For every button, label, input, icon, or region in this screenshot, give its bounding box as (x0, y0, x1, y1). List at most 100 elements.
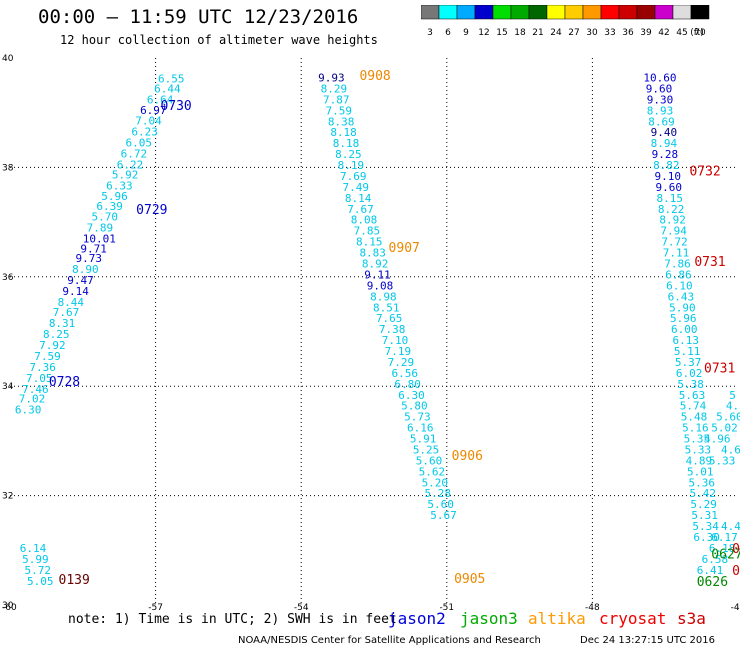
lat-tick-label: 40 (2, 54, 14, 64)
lon-tick-label: -57 (148, 603, 163, 613)
wave-height-value: 5 (729, 389, 736, 402)
wave-height-value: 7.36 (29, 361, 56, 374)
satellite-label-altika: altika (528, 609, 586, 628)
wave-height-value: 7.05 (26, 372, 52, 385)
wave-height-value: 5.16 (682, 422, 709, 435)
wave-height-value: 6.58 (702, 553, 729, 566)
wave-height-value: 8.82 (653, 159, 680, 172)
wave-height-value: 6.22 (117, 158, 144, 171)
wave-height-value: 5.42 (689, 487, 716, 500)
wave-height-value: 8.38 (328, 115, 355, 128)
wave-height-value: 7.11 (663, 247, 690, 260)
wave-height-value: 9.60 (646, 82, 673, 95)
wave-height-value: 8.15 (356, 236, 383, 249)
wave-height-value: 5.20 (422, 476, 449, 489)
wave-height-value: 9.47 (67, 274, 94, 287)
colorbar-label: 45 (676, 28, 687, 38)
wave-height-value: 9.73 (76, 252, 103, 265)
wave-height-value: 8.19 (338, 159, 365, 172)
pass-time-label: 0906 (452, 449, 483, 464)
colorbar-unit: (ft) (690, 28, 704, 38)
wave-height-value: 8.94 (651, 137, 678, 150)
wave-height-value: 9.60 (655, 181, 682, 194)
wave-height-value: 7.94 (660, 225, 687, 238)
wave-height-value: 6.16 (407, 422, 434, 435)
pass-time-label: 0908 (359, 69, 390, 84)
wave-height-value: 4.69 (721, 443, 740, 456)
wave-height-value: 8.92 (659, 214, 686, 227)
pass-time-label: 0731 (704, 362, 735, 377)
wave-height-value: 8.51 (373, 301, 400, 314)
wave-height-value: 7.65 (376, 312, 403, 325)
wave-height-value: 5.01 (687, 465, 714, 478)
wave-height-value: 6.23 (131, 126, 158, 139)
wave-height-value: 7.59 (34, 350, 61, 363)
wave-height-value: 8.83 (359, 247, 386, 260)
colorbar-label: 30 (586, 28, 598, 38)
wave-height-value: 6.30 (693, 531, 720, 544)
wave-height-value: 6.18 (709, 542, 736, 555)
pass-time-label: 0626 (697, 575, 728, 590)
wave-height-value: 9.71 (80, 243, 107, 256)
wave-height-value: 6.14 (20, 542, 47, 555)
wave-height-value: 5.33 (685, 443, 712, 456)
wave-height-value: 9.08 (367, 279, 394, 292)
lon-tick-label: -45 (731, 603, 740, 613)
colorbar-label: 39 (640, 28, 652, 38)
colorbar-label: 6 (445, 28, 451, 38)
pass-time-label: 0730 (160, 99, 191, 114)
wave-height-value: 6.86 (665, 268, 692, 281)
wave-height-value: 8.18 (330, 126, 357, 139)
wave-height-value: 8.69 (648, 115, 675, 128)
wave-height-value: 6.43 (668, 290, 695, 303)
colorbar-label: 27 (568, 28, 579, 38)
pass-time-label: 0729 (136, 203, 167, 218)
wave-height-value: 5.92 (112, 168, 139, 181)
wave-height-value: 8.98 (370, 290, 397, 303)
wave-height-value: 5.48 (681, 411, 708, 424)
wave-height-value: 5.73 (404, 411, 431, 424)
wave-height-value: 6.00 (671, 323, 698, 336)
wave-height-value: 9.10 (655, 170, 682, 183)
lon-tick-label: -54 (294, 603, 309, 613)
wave-height-value: 5.60 (427, 498, 454, 511)
wave-height-value: 8.29 (321, 82, 348, 95)
wave-height-value: 6.55 (158, 73, 185, 86)
wave-height-value: 7.87 (323, 93, 350, 106)
wave-height-value: 5.36 (688, 476, 715, 489)
wave-height-value: 5.91 (410, 433, 437, 446)
colorbar-label: 12 (478, 28, 489, 38)
wave-height-value: 5.67 (430, 509, 457, 522)
wave-height-value: 6.30 (15, 404, 42, 417)
wave-height-value: 9.93 (318, 72, 345, 85)
wave-height-value: 5.38 (677, 378, 704, 391)
wave-height-value: 6.39 (96, 200, 123, 213)
wave-height-value: 8.15 (656, 192, 683, 205)
wave-height-value: 10.60 (643, 72, 676, 85)
wave-height-value: 8.31 (49, 317, 76, 330)
wave-height-value: 7.38 (379, 323, 406, 336)
wave-height-value: 7.86 (664, 258, 691, 271)
lat-tick-label: 30 (2, 601, 14, 611)
page-subtitle: 12 hour collection of altimeter wave hei… (60, 33, 378, 47)
wave-height-value: 4.3 (726, 400, 740, 413)
wave-height-value: 7.92 (39, 339, 65, 352)
colorbar-label: 9 (463, 28, 469, 38)
wave-height-value: 9.11 (364, 268, 391, 281)
wave-height-value: 9.28 (652, 148, 679, 161)
wave-height-value: 7.69 (340, 170, 367, 183)
wave-height-value: 7.85 (354, 225, 381, 238)
wave-height-value: 6.05 (126, 137, 153, 150)
pass-time-label: 0905 (454, 572, 485, 587)
lon-tick-label: -51 (439, 603, 454, 613)
wave-height-value: 8.25 (43, 328, 70, 341)
wave-height-value: 8.22 (658, 203, 685, 216)
wave-height-value: 5.60 (716, 411, 740, 424)
wave-height-value: 5.02 (711, 422, 738, 435)
wave-height-value: 7.67 (53, 306, 80, 319)
pass-time-label: 0732 (689, 165, 720, 180)
pass-time-label: 0139 (59, 573, 90, 588)
wave-height-value: 5.62 (419, 465, 446, 478)
wave-height-value: 5.60 (416, 454, 443, 467)
wave-height-value: 4.96 (704, 433, 731, 446)
